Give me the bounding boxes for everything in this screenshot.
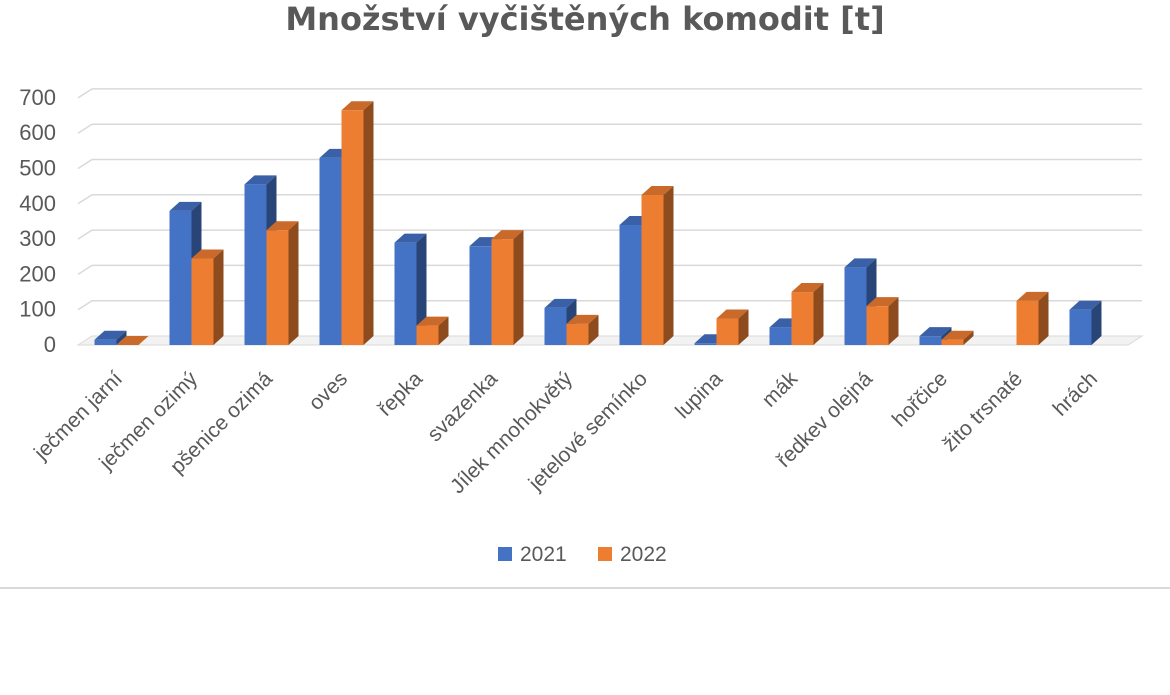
bar-2021 <box>1069 300 1102 345</box>
legend-item: 2021 <box>498 543 567 566</box>
gridline-depth <box>77 229 93 240</box>
gridline-depth <box>77 264 93 276</box>
x-tick-label: řepka <box>374 367 428 421</box>
y-tick-label: 700 <box>19 85 56 110</box>
y-tick-label: 600 <box>19 120 56 145</box>
legend-item: 2022 <box>598 543 667 566</box>
bar-2022 <box>716 309 749 345</box>
y-tick-label: 100 <box>19 297 56 322</box>
x-tick-label: hrách <box>1049 367 1102 420</box>
gridline-depth <box>77 88 93 99</box>
x-tick-label: lupina <box>671 367 727 423</box>
x-tick-label: hořčice <box>888 367 952 431</box>
x-tick-label: mák <box>758 367 803 412</box>
y-tick-label: 0 <box>44 332 56 357</box>
bar-2022 <box>266 221 299 345</box>
bar-2021 <box>844 258 877 345</box>
y-axis-ticks: 0 100 200 300 400 500 600 700 <box>19 85 56 357</box>
bar-2022 <box>791 283 824 345</box>
chart-title: Množství vyčištěných komodit [t] <box>285 0 884 38</box>
chart-floor <box>76 335 1144 346</box>
bar-2021 <box>94 330 127 345</box>
bar-2022 <box>191 249 224 345</box>
bar-2022 <box>1016 291 1049 345</box>
legend-label: 2022 <box>620 543 667 566</box>
gridline-depth <box>77 194 93 205</box>
legend-label: 2021 <box>520 543 567 566</box>
x-tick-label: oves <box>304 367 352 415</box>
legend-swatch <box>498 547 512 561</box>
bar-2022 <box>416 316 449 345</box>
y-tick-label: 500 <box>19 156 56 181</box>
legend-swatch <box>598 547 612 561</box>
x-tick-label: žito trsnaté <box>938 367 1027 456</box>
bar-2021 <box>394 233 427 345</box>
bar-2022 <box>941 330 974 345</box>
x-tick-label: svazenka <box>423 367 502 446</box>
gridline-depth <box>77 123 93 134</box>
gridline-depth <box>77 158 93 170</box>
legend: 2021 2022 <box>498 543 667 566</box>
bar-2022 <box>866 297 899 345</box>
bar-2022 <box>341 101 374 345</box>
gridline-depth <box>77 300 93 311</box>
bar-2022 <box>641 185 674 345</box>
y-tick-label: 200 <box>19 261 56 286</box>
y-tick-label: 300 <box>19 226 56 251</box>
gridlines <box>76 88 1144 346</box>
bar-2022 <box>116 336 149 345</box>
bar-2022 <box>491 230 524 345</box>
bars <box>94 101 1102 345</box>
bar-2022 <box>566 314 599 345</box>
y-tick-label: 400 <box>19 191 56 216</box>
